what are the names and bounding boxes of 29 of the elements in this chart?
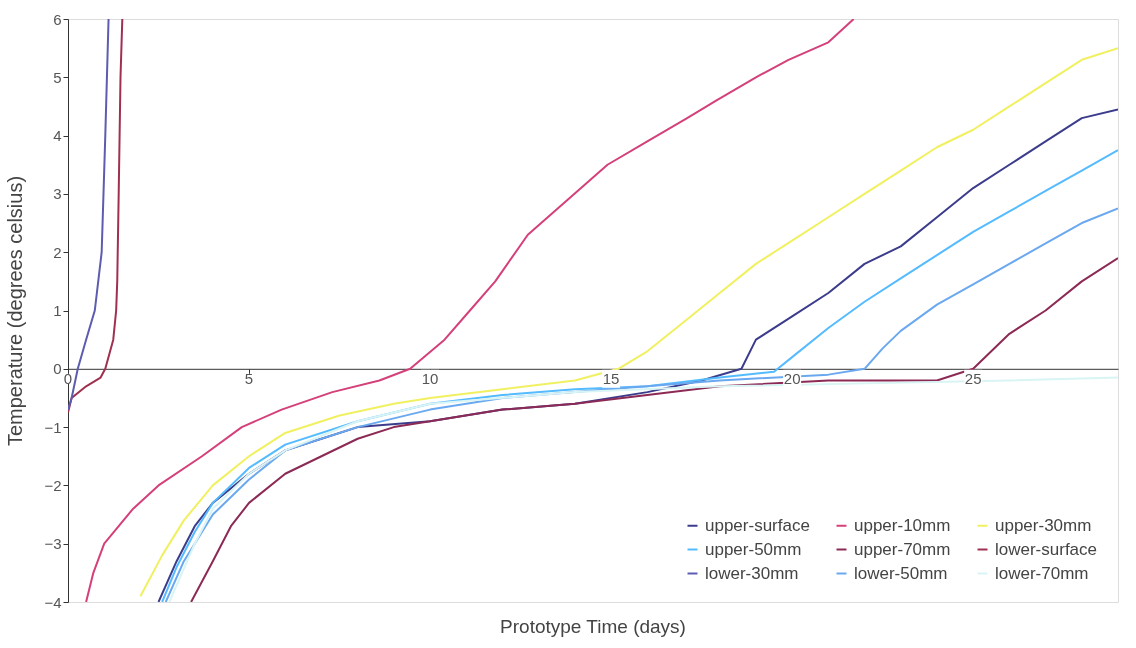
line-series (168, 376, 1118, 602)
y-tick-label: 2 (53, 243, 62, 261)
x-tick-label: 20 (783, 369, 801, 387)
y-tick-label: 4 (53, 127, 62, 145)
legend-label: upper-50mm (705, 539, 802, 559)
y-axis-title: Temperature (degrees celsius) (4, 175, 27, 447)
legend-label: lower-50mm (854, 563, 948, 583)
y-tick-label: −1 (44, 418, 62, 436)
legend-label: lower-surface (995, 539, 1098, 559)
line-series (85, 19, 855, 602)
legend-label: upper-30mm (995, 515, 1092, 535)
legend-label: upper-70mm (854, 539, 951, 559)
legend-label: lower-70mm (995, 563, 1089, 583)
legend-label: upper-surface (705, 515, 810, 535)
y-tick-label: −4 (44, 593, 62, 611)
y-tick-label: 6 (53, 10, 62, 28)
x-tick-label: 10 (421, 369, 439, 387)
y-tick-label: 3 (53, 185, 62, 203)
line-series (190, 257, 1118, 602)
y-tick-label: 1 (53, 302, 62, 319)
y-tick-label: 5 (53, 68, 62, 86)
x-tick-label: 15 (602, 369, 620, 387)
x-tick-label: 5 (244, 369, 254, 387)
y-tick-label: −3 (44, 535, 62, 553)
legend-label: upper-10mm (854, 515, 951, 535)
x-tick-label: 25 (964, 369, 982, 387)
legend-label: lower-30mm (705, 563, 799, 583)
y-tick-label: −2 (44, 476, 62, 494)
x-axis-title: Prototype Time (days) (500, 616, 686, 637)
